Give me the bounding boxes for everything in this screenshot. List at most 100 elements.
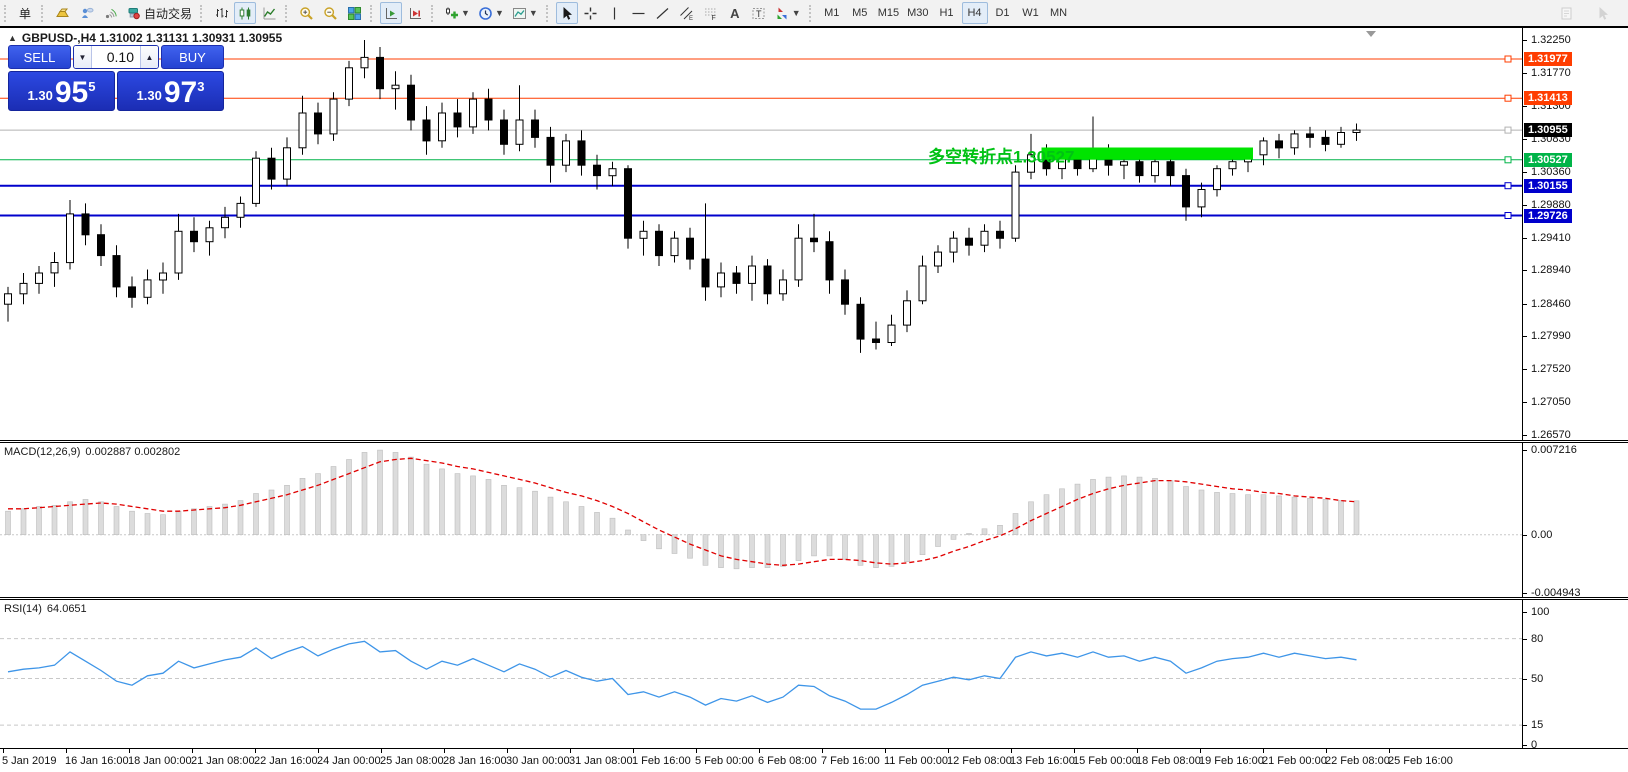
text-button[interactable]: A (724, 2, 746, 24)
time-axis[interactable]: 5 Jan 2019 16 Jan 16:00 18 Jan 00:00 21 Jan… (0, 748, 1628, 772)
chart-shift-marker-icon[interactable] (1366, 31, 1376, 37)
doc-icon (1561, 7, 1571, 19)
time-label: 25 Jan 08:00 (380, 755, 444, 767)
price-level-label: 1.30527 (1524, 152, 1572, 167)
macd-values: 0.002887 0.002802 (85, 446, 181, 458)
price-axis[interactable]: 1.32250 1.31770 1.31300 1.30830 1.30360 1.298… (1523, 28, 1627, 441)
zoom-in-button[interactable] (295, 2, 317, 24)
bars-chart-icon (215, 7, 228, 17)
community-button[interactable] (75, 2, 97, 24)
price-level-line[interactable] (0, 156, 1523, 164)
timeframe-m5-button[interactable]: M5 (852, 7, 868, 19)
equidistant-channel-button[interactable]: E (676, 2, 698, 24)
toolbar-group-handle[interactable] (4, 4, 7, 22)
time-tick (192, 749, 193, 753)
time-label: 16 Jan 16:00 (65, 755, 129, 767)
lot-decrease-button[interactable]: ▼ (74, 46, 92, 68)
pane-divider[interactable] (0, 597, 1628, 600)
pane-divider[interactable] (0, 440, 1628, 443)
text-label-button[interactable]: T (748, 2, 770, 24)
timeframe-w1-button[interactable]: W1 (1022, 7, 1039, 19)
zoom-in-icon (299, 6, 313, 20)
line-chart-button[interactable] (258, 2, 280, 24)
new-chart-dropdown[interactable]: ▼ (441, 2, 473, 24)
toolbar-group-handle[interactable] (285, 4, 288, 22)
time-label: 12 Feb 08:00 (947, 755, 1012, 767)
cursor-button[interactable] (555, 2, 578, 24)
vertical-line-button[interactable] (604, 2, 626, 24)
timeframe-m1-button[interactable]: M1 (824, 7, 840, 19)
doc-button[interactable] (1555, 2, 1577, 24)
price-level-label: 1.31413 (1524, 91, 1572, 106)
macd-chart[interactable]: MACD(12,26,9) 0.002887 0.002802 (0, 443, 1523, 597)
time-label: 25 Feb 16:00 (1388, 755, 1453, 767)
chart-shift-button[interactable] (404, 2, 426, 24)
text-button-glyph: A (730, 5, 740, 21)
buy-price-display[interactable]: 1.30 97 3 (117, 71, 224, 111)
dropdown-caret-icon: ▼ (461, 8, 470, 18)
new-chart-icon (446, 7, 459, 18)
time-label: 21 Jan 08:00 (191, 755, 255, 767)
time-tick (1326, 749, 1327, 753)
time-label: 11 Feb 00:00 (884, 755, 949, 767)
lot-size-input[interactable] (92, 46, 140, 68)
candles-chart-button[interactable] (234, 2, 257, 24)
macd-axis[interactable]: 0.007216 0.00 -0.004943 (1523, 443, 1627, 599)
pointer-button[interactable] (1591, 2, 1613, 24)
timeframe-h4-button[interactable]: H4 (961, 2, 988, 24)
price-level-line[interactable] (0, 182, 1523, 190)
time-label: 22 Jan 16:00 (254, 755, 318, 767)
toolbar-group-handle[interactable] (41, 4, 44, 22)
toolbar-group-handle[interactable] (431, 4, 434, 22)
lot-stepper: ▼ ▲ (73, 45, 159, 69)
time-label: 24 Jan 00:00 (317, 755, 381, 767)
price-level-line[interactable] (0, 212, 1523, 219)
price-chart[interactable]: 多空转折点1.30527 ▲ GBPUSD-,H4 1.31002 1.3113… (0, 28, 1523, 440)
price-level-line[interactable] (0, 126, 1523, 134)
template-dropdown[interactable]: ▼ (509, 2, 541, 24)
auto-scroll-button[interactable] (380, 2, 403, 24)
period-dropdown[interactable]: ▼ (475, 2, 507, 24)
timeframe-d1-button[interactable]: D1 (995, 7, 1010, 19)
rsi-axis[interactable]: 100 80 50 15 0 (1523, 600, 1627, 751)
price-level-line[interactable] (0, 55, 1523, 63)
time-tick (1200, 749, 1201, 753)
price-level-label: 1.30155 (1524, 178, 1572, 193)
rsi-chart[interactable]: RSI(14) 64.0651 (0, 600, 1523, 748)
tile-windows-button[interactable] (343, 2, 365, 24)
panel-collapse-icon[interactable]: ▲ (8, 33, 17, 43)
trendline-button[interactable] (652, 2, 674, 24)
toolbar-group-handle[interactable] (808, 4, 812, 22)
horizontal-line-button[interactable] (628, 2, 650, 24)
metaeditor-button[interactable] (51, 2, 73, 24)
pivot-annotation-text[interactable]: 多空转折点1.30527 (928, 147, 1074, 167)
timeframe-h1-button[interactable]: H1 (939, 7, 954, 19)
price-level-line[interactable] (0, 94, 1523, 102)
arrows-dropdown[interactable]: ▼ (772, 2, 804, 24)
lot-increase-button[interactable]: ▲ (140, 46, 158, 68)
toolbar-group-handle[interactable] (200, 4, 203, 22)
new-order-button[interactable]: 单 (14, 2, 36, 24)
time-tick (633, 749, 634, 753)
autotrading-button[interactable]: 自动交易 (123, 2, 195, 24)
timeframe-mn-button[interactable]: MN (1049, 7, 1068, 19)
toolbar-group-handle[interactable] (370, 4, 373, 22)
toolbar-group-handle[interactable] (545, 4, 549, 22)
crosshair-button[interactable] (580, 2, 602, 24)
buy-button[interactable]: BUY (161, 45, 224, 69)
rsi-name: RSI(14) (4, 603, 42, 615)
sell-button[interactable]: SELL (8, 45, 71, 69)
rsi-line (7, 640, 1357, 710)
pivot-zone-rectangle[interactable] (1041, 147, 1254, 160)
sell-price-display[interactable]: 1.30 95 5 (8, 71, 115, 111)
bars-chart-button[interactable] (210, 2, 232, 24)
time-label: 18 Jan 00:00 (128, 755, 192, 767)
fibonacci-button[interactable]: F (700, 2, 722, 24)
timeframe-m30-button[interactable]: M30 (907, 7, 929, 19)
zoom-out-button[interactable] (319, 2, 341, 24)
rsi-tick: 15 (1523, 719, 1543, 731)
signals-button[interactable] (99, 2, 121, 24)
line-chart-icon (263, 7, 276, 19)
time-tick (129, 749, 130, 753)
timeframe-m15-button[interactable]: M15 (877, 7, 900, 19)
